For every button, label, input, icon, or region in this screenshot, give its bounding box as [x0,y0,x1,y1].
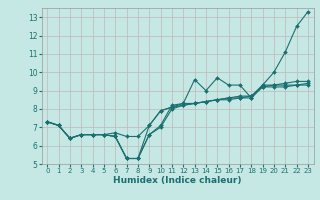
X-axis label: Humidex (Indice chaleur): Humidex (Indice chaleur) [113,176,242,185]
